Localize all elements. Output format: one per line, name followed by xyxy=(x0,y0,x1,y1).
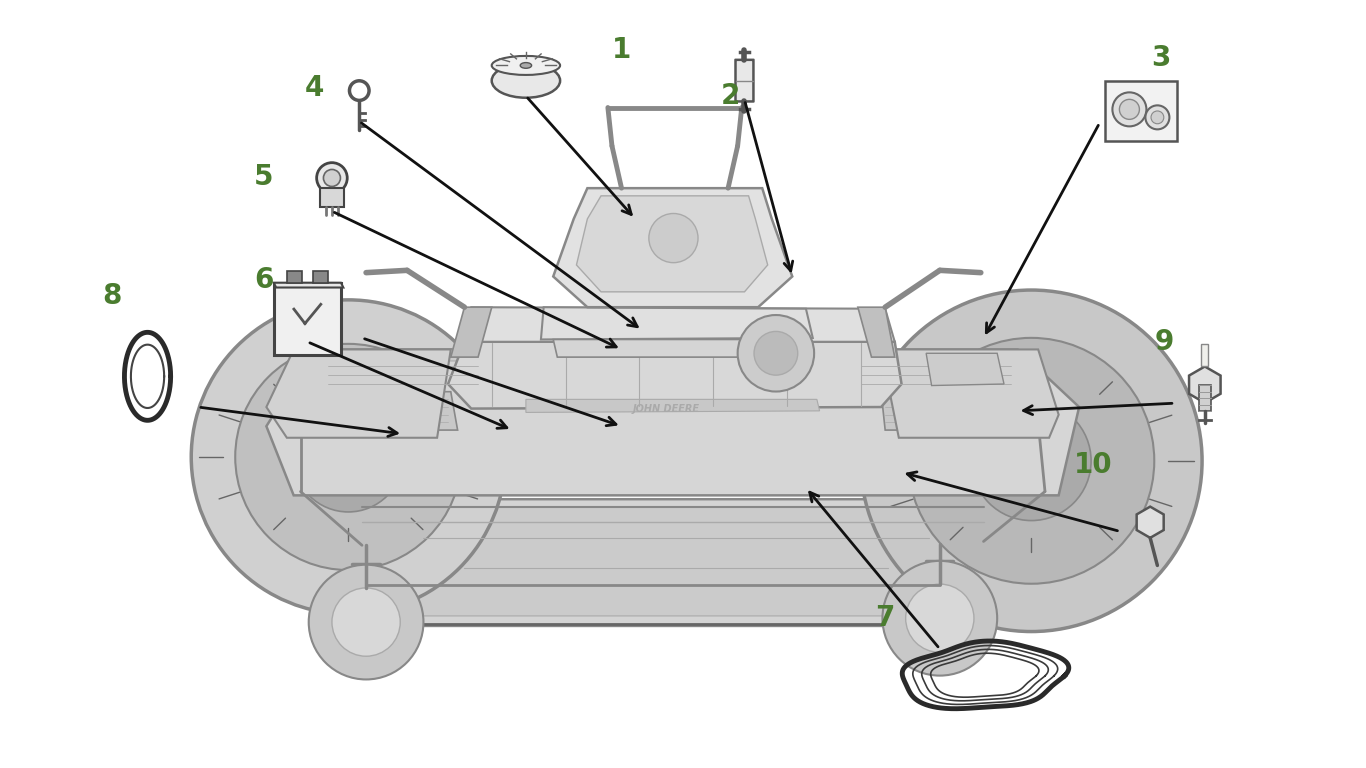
Bar xyxy=(287,271,302,283)
Text: 9: 9 xyxy=(1154,328,1173,356)
Circle shape xyxy=(754,332,798,375)
Polygon shape xyxy=(266,349,1079,495)
Text: 4: 4 xyxy=(305,74,324,102)
Polygon shape xyxy=(576,196,768,292)
Circle shape xyxy=(906,584,974,652)
Circle shape xyxy=(882,561,997,676)
Ellipse shape xyxy=(324,170,340,187)
Ellipse shape xyxy=(1112,92,1146,127)
Polygon shape xyxy=(553,339,799,357)
Polygon shape xyxy=(526,399,820,412)
Ellipse shape xyxy=(317,163,347,194)
Text: 3: 3 xyxy=(1152,44,1171,71)
FancyBboxPatch shape xyxy=(735,60,754,101)
Bar xyxy=(1201,344,1209,366)
Bar xyxy=(313,271,328,283)
Polygon shape xyxy=(273,283,343,287)
Ellipse shape xyxy=(520,62,531,68)
Polygon shape xyxy=(314,349,1024,361)
Circle shape xyxy=(332,588,400,656)
Polygon shape xyxy=(451,307,492,357)
Circle shape xyxy=(649,214,698,263)
Polygon shape xyxy=(553,188,792,307)
Ellipse shape xyxy=(1119,99,1139,119)
Polygon shape xyxy=(464,307,895,342)
Polygon shape xyxy=(858,307,895,357)
Polygon shape xyxy=(926,353,1004,386)
Polygon shape xyxy=(541,307,813,339)
Text: JOHN DEERE: JOHN DEERE xyxy=(632,403,701,414)
Polygon shape xyxy=(268,507,1049,616)
Polygon shape xyxy=(314,392,458,430)
Ellipse shape xyxy=(1152,111,1164,124)
Bar xyxy=(273,283,342,355)
Polygon shape xyxy=(1137,507,1164,538)
Circle shape xyxy=(971,401,1091,521)
Ellipse shape xyxy=(1146,105,1169,129)
Polygon shape xyxy=(253,499,1065,626)
Text: 5: 5 xyxy=(254,163,273,190)
Ellipse shape xyxy=(492,56,560,75)
Text: 2: 2 xyxy=(721,82,740,110)
Polygon shape xyxy=(448,342,902,409)
Polygon shape xyxy=(881,349,1059,438)
Circle shape xyxy=(294,402,403,512)
Circle shape xyxy=(235,344,462,570)
Polygon shape xyxy=(1188,366,1221,403)
Circle shape xyxy=(191,300,505,614)
Circle shape xyxy=(309,564,423,680)
Text: 7: 7 xyxy=(876,604,895,632)
Polygon shape xyxy=(881,392,1024,430)
Bar xyxy=(320,188,344,207)
Polygon shape xyxy=(266,349,451,438)
Bar xyxy=(1198,385,1212,411)
Text: 8: 8 xyxy=(102,282,122,310)
Text: 1: 1 xyxy=(612,36,631,64)
Circle shape xyxy=(738,315,814,392)
Circle shape xyxy=(908,338,1154,584)
Bar xyxy=(1105,81,1176,141)
Ellipse shape xyxy=(492,64,560,98)
Circle shape xyxy=(861,290,1202,631)
Text: 6: 6 xyxy=(254,266,273,294)
Text: 10: 10 xyxy=(1074,451,1112,478)
